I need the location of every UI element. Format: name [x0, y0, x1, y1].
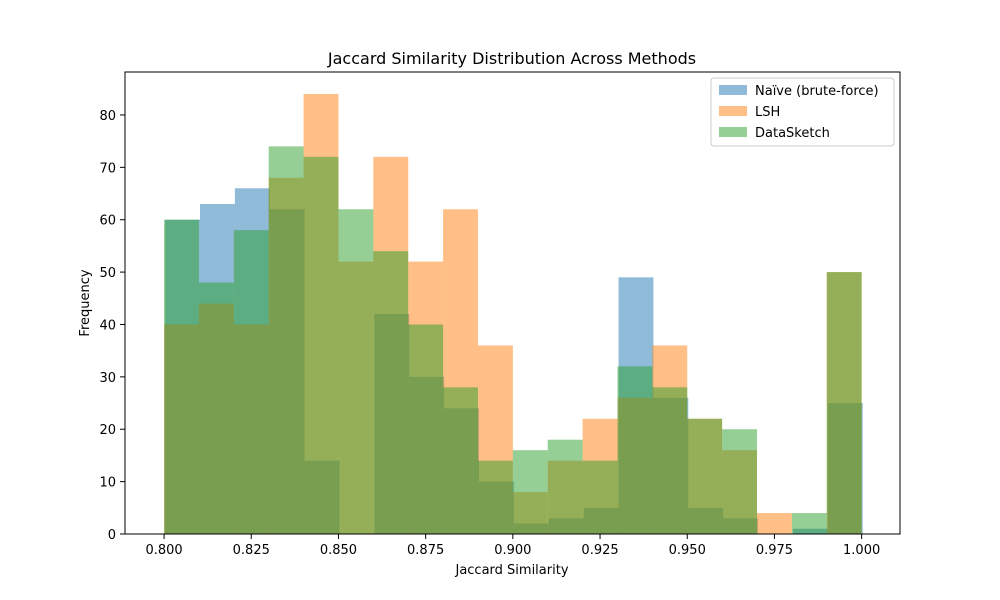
histogram-bar: [303, 156, 339, 535]
legend-label-naive: Naïve (brute-force): [755, 84, 879, 99]
histogram-bar: [791, 513, 827, 534]
x-tick-label: 0.875: [407, 543, 444, 558]
x-tick-label: 0.800: [145, 543, 182, 558]
legend-box: [710, 77, 895, 147]
histogram-bar: [582, 460, 618, 534]
histogram-bar: [512, 450, 548, 534]
y-tick-label: 50: [99, 266, 116, 281]
y-tick-label: 40: [99, 318, 116, 333]
legend-label-lsh: LSH: [755, 105, 780, 120]
histogram-bar: [408, 324, 444, 534]
x-tick-label: 0.950: [669, 543, 706, 558]
x-tick-label: 0.925: [581, 543, 618, 558]
histogram-bar: [338, 209, 374, 535]
histogram-bar: [547, 439, 583, 534]
histogram-bar: [687, 418, 723, 534]
legend-swatch-lsh: [719, 106, 747, 116]
x-axis: 0.800 0.825 0.850 0.875 0.900 0.925 0.950 0.975…: [145, 534, 880, 558]
y-tick-label: 80: [99, 109, 116, 124]
y-tick-label: 70: [99, 161, 116, 176]
histogram-bar: [617, 366, 653, 534]
x-tick-label: 1.000: [843, 543, 880, 558]
legend-swatch-datasketch: [719, 127, 747, 137]
histogram-bar: [198, 282, 234, 534]
x-tick-label: 0.850: [320, 543, 357, 558]
y-tick-label: 10: [99, 476, 116, 491]
histogram-bar: [826, 272, 862, 534]
y-tick-label: 30: [99, 371, 116, 386]
y-axis: 0 10 20 30 40 50 60 70 80: [99, 109, 125, 543]
histogram-bar: [652, 387, 688, 534]
x-tick-label: 0.975: [756, 543, 793, 558]
y-axis-label: Frequency: [78, 269, 93, 336]
chart-title: Jaccard Similarity Distribution Across M…: [327, 49, 696, 68]
histogram-bar: [164, 219, 199, 534]
series-2: [164, 146, 862, 535]
legend-swatch-naive: [719, 85, 747, 95]
legend: Naïve (brute-force) LSH DataSketch: [710, 77, 895, 147]
x-axis-label: Jaccard Similarity: [454, 563, 568, 578]
y-tick-label: 0: [108, 528, 116, 543]
histogram-bar: [268, 146, 304, 534]
histogram-bar: [233, 230, 269, 534]
histogram-bar: [373, 251, 409, 534]
bars-layer: [164, 94, 863, 535]
legend-label-datasketch: DataSketch: [755, 126, 830, 141]
x-tick-label: 0.900: [494, 543, 531, 558]
y-tick-label: 60: [99, 214, 116, 229]
histogram-bar: [722, 429, 757, 534]
histogram-bar: [477, 460, 513, 534]
histogram-bar: [443, 387, 478, 534]
y-tick-label: 20: [99, 423, 116, 438]
histogram-bar: [757, 513, 792, 534]
x-tick-label: 0.825: [233, 543, 270, 558]
